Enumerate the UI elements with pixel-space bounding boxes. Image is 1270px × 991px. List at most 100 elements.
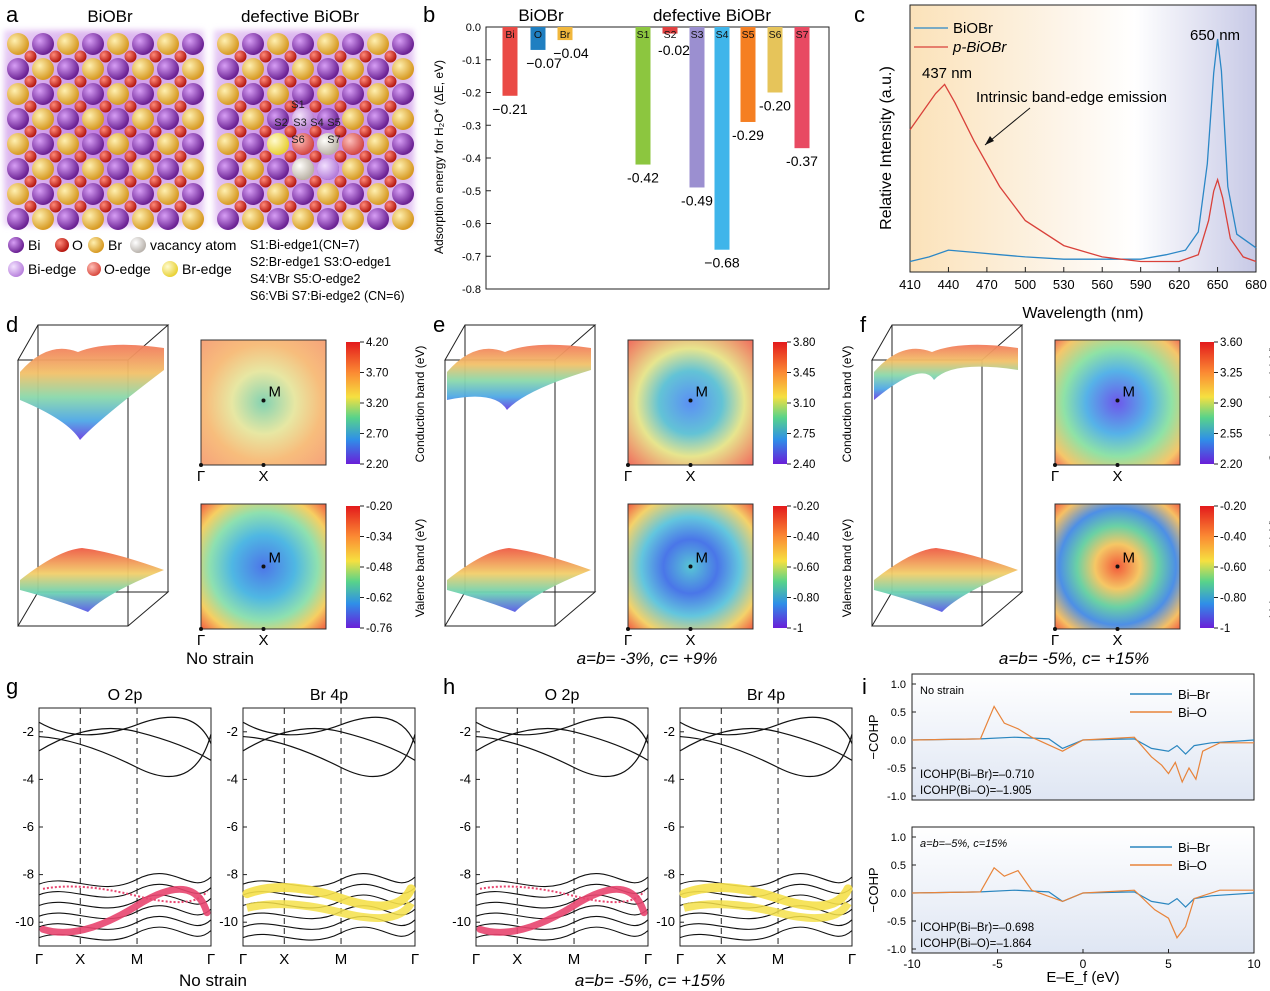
o-atom — [174, 175, 187, 188]
cohp-y-tick-label: 0.5 — [891, 707, 906, 719]
gamma-point-marker — [626, 627, 630, 631]
o-atom — [49, 200, 62, 213]
panel-letter-b: b — [423, 2, 435, 27]
br-atom — [107, 33, 129, 55]
band-y-tick-label: -4 — [226, 771, 238, 786]
cohp-legend-label-bi-br: Bi–Br — [1178, 840, 1210, 855]
o-atom — [309, 75, 322, 88]
br-atom — [32, 108, 54, 130]
br-atom — [392, 58, 414, 80]
br-atom — [342, 158, 364, 180]
colorbar-tick-label: 2.55 — [1220, 429, 1242, 441]
conduction-band-colorbar-label: Conduction band (eV) — [840, 346, 854, 463]
bar-y-tick-label: 0.0 — [466, 22, 481, 34]
x-point-marker — [1115, 463, 1120, 467]
pl-x-tick-label: 470 — [976, 277, 998, 292]
m-point-label: M — [696, 550, 709, 567]
x-point-marker — [1115, 627, 1120, 631]
o-atom — [334, 50, 347, 63]
band-y-tick-label: -6 — [663, 819, 675, 834]
bi-atom — [367, 208, 389, 230]
o-atom — [284, 75, 297, 88]
strain-caption: a=b= -3%, c= +9% — [577, 649, 718, 668]
bi-atom — [392, 183, 414, 205]
br-atom — [157, 133, 179, 155]
o-atom — [99, 100, 112, 113]
colorbar-tick-label: -0.34 — [366, 532, 393, 544]
bi-atom — [292, 83, 314, 105]
k-point-label: Γ — [644, 951, 652, 968]
defect-site-labels: S1 S2 S3 S4 S5 S6 S7 — [274, 99, 340, 146]
o-atom — [149, 50, 162, 63]
panel-i: i −COHP 1.0 0.5 0.0 -0.5 -1.0 Bi–Br Bi–O No stra… — [862, 673, 1261, 986]
cohp-frame — [911, 673, 1255, 801]
pl-x-tick-label: 410 — [899, 277, 921, 292]
gamma-point-label: Γ — [1051, 632, 1059, 649]
band-line — [242, 716, 416, 744]
colorbar-tick-label: -0.60 — [1220, 562, 1246, 574]
m-point-label: M — [696, 384, 709, 401]
br-atom — [217, 183, 239, 205]
o-atom — [384, 75, 397, 88]
panel-letter-a: a — [6, 2, 19, 27]
br-atom — [182, 58, 204, 80]
bar-s6 — [767, 27, 783, 93]
cohp-frame — [911, 826, 1255, 954]
bi-atom — [32, 33, 54, 55]
valence-band-surface — [874, 548, 1018, 612]
br-atom — [392, 208, 414, 230]
site-definitions: S1:Bi-edge1(CN=7) S2:Br-edge1 S3:O-edge1… — [250, 238, 405, 303]
o-atom — [99, 125, 112, 138]
bi-atom — [217, 108, 239, 130]
x-point-label: X — [1112, 632, 1122, 649]
o-atom — [334, 75, 347, 88]
panel-letter-c: c — [854, 2, 865, 27]
o-atom — [234, 200, 247, 213]
m-point-marker — [1115, 398, 1120, 403]
cohp-x-tick-label: -10 — [903, 957, 921, 971]
cohp-x-tick-label: 5 — [1165, 957, 1172, 971]
band-y-tick-label: -6 — [22, 819, 34, 834]
o-atom — [24, 200, 37, 213]
legend-br-marker — [88, 237, 104, 253]
cohp-y-axis-label: −COHP — [866, 714, 881, 759]
bar-y-tick-label: -0.3 — [462, 120, 481, 132]
k-point-label: X — [716, 951, 726, 968]
band-y-tick-label: -4 — [22, 771, 34, 786]
pl-x-tick-label: 530 — [1053, 277, 1075, 292]
pl-x-tick-label: 620 — [1168, 277, 1190, 292]
o-atom — [149, 100, 162, 113]
band-y-tick-label: -8 — [663, 867, 675, 882]
o-atom — [234, 50, 247, 63]
o-atom — [259, 75, 272, 88]
bi-atom — [317, 58, 339, 80]
band-structure-panels: g O 2p -2 -4 -6 -8 -10 Γ X M Γ Br 4p -2 -4 -6 -8 -10 Γ X M Γ… — [6, 674, 856, 990]
o-atom — [174, 75, 187, 88]
k-point-label: Γ — [207, 951, 215, 968]
o-atom — [174, 125, 187, 138]
bar-chart-y-axis: 0.0 -0.1 -0.2 -0.3 -0.4 -0.5 -0.6 -0.7 -0.8 — [462, 22, 491, 296]
o-atom — [359, 100, 372, 113]
br-atom — [367, 183, 389, 205]
m-point-marker — [261, 564, 266, 569]
bi-atom — [342, 183, 364, 205]
pl-x-axis-label: Wavelength (nm) — [1022, 305, 1143, 322]
o-atom — [124, 150, 137, 163]
br-atom — [367, 83, 389, 105]
colorbar-tick-label: 3.80 — [793, 337, 815, 349]
band-plot-frame — [38, 707, 212, 947]
panel-e: e M Γ X 3.80 3.45 3.10 2.75 2.40 Conduction band … — [433, 312, 854, 668]
bi-atom — [7, 208, 29, 230]
o-atom — [284, 200, 297, 213]
br-atom — [157, 183, 179, 205]
cohp-y-axis-label: −COHP — [866, 867, 881, 912]
o-atom — [334, 125, 347, 138]
gamma-point-marker — [626, 463, 630, 467]
o-atom — [124, 125, 137, 138]
legend-o-label: O — [72, 237, 83, 253]
colorbar-tick-label: -0.40 — [1220, 532, 1246, 544]
bi-atom — [32, 83, 54, 105]
band-line — [38, 727, 212, 761]
